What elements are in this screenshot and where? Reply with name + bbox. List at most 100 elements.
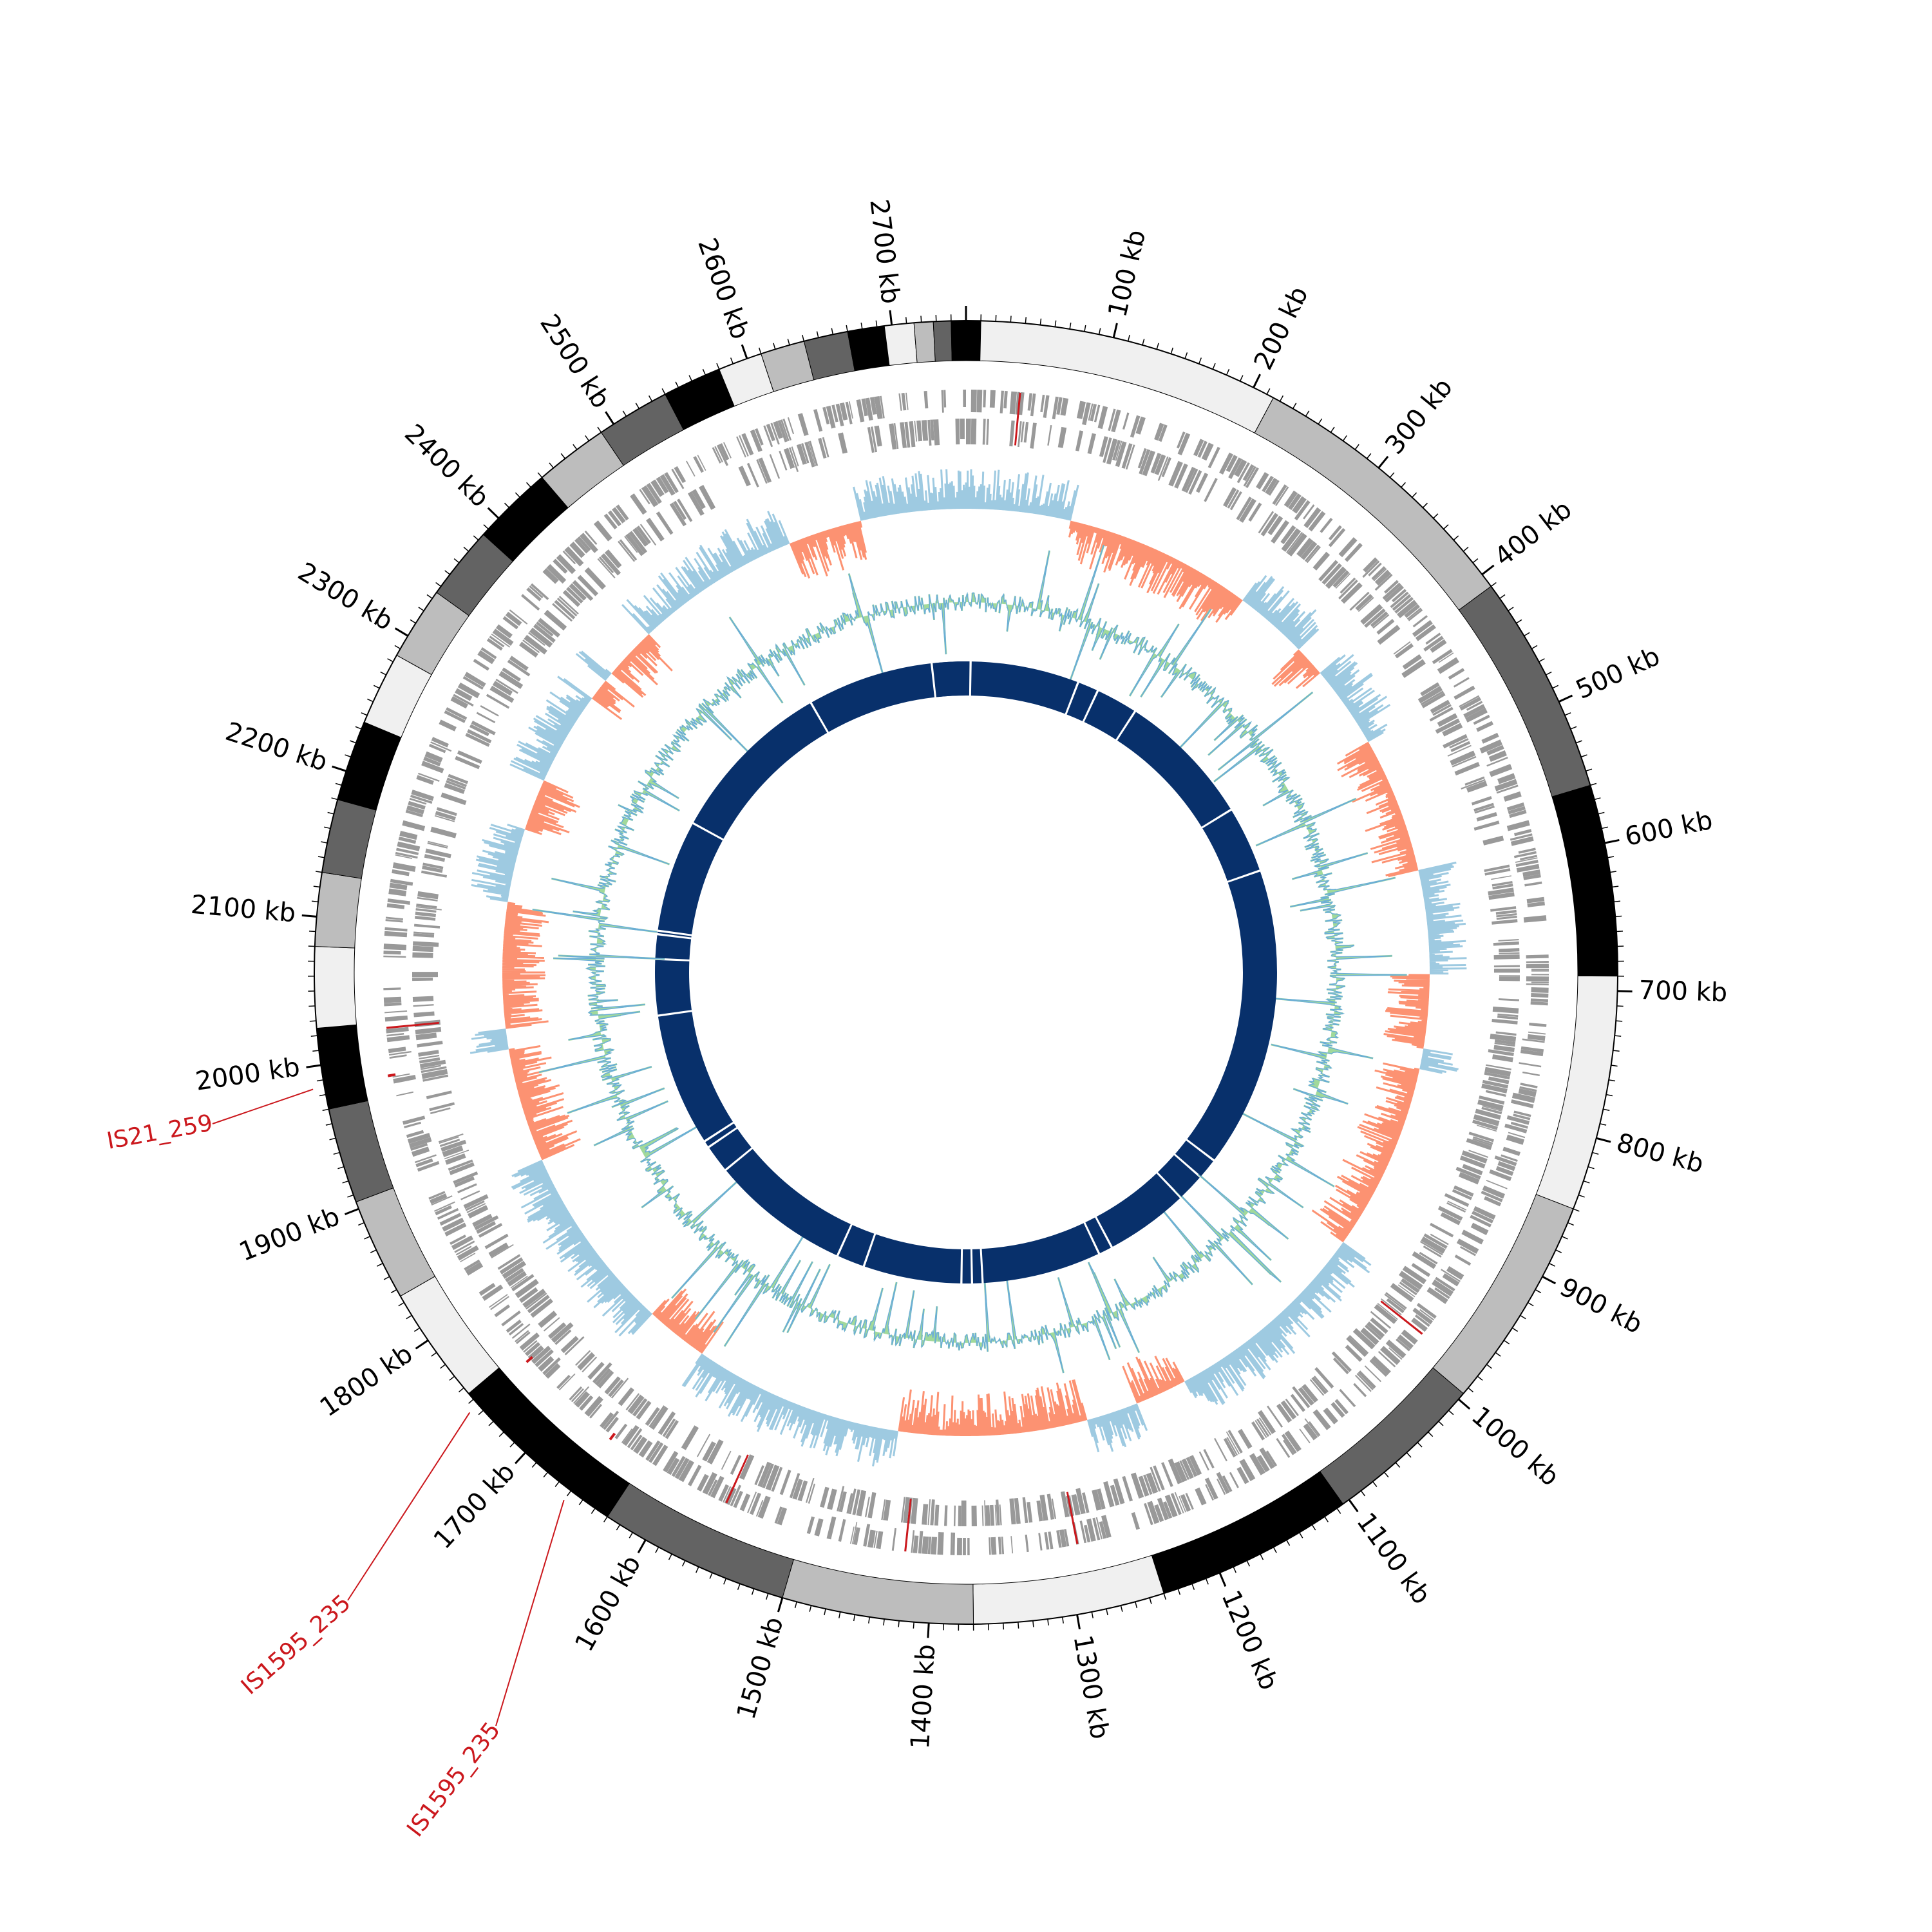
cds-feature (439, 1136, 459, 1144)
cds-feature (1188, 469, 1202, 495)
cds-feature (1520, 1049, 1544, 1057)
cds-feature (1323, 1407, 1338, 1425)
cds-feature (1417, 686, 1443, 704)
cds-feature (1060, 1491, 1070, 1518)
cds-feature (1531, 992, 1549, 998)
cds-feature (1354, 1374, 1372, 1392)
cds-feature (632, 527, 649, 547)
cds-feature (638, 1440, 653, 1458)
minor-tick (313, 886, 320, 888)
cds-feature (446, 780, 466, 790)
tick-label: 600 kb (1622, 806, 1715, 852)
cds-feature (629, 531, 648, 554)
cds-feature (718, 1484, 730, 1502)
cds-feature (444, 710, 466, 723)
contig-block (328, 1100, 394, 1203)
cds-feature (1285, 531, 1303, 554)
minor-tick (380, 671, 386, 676)
cds-feature (1493, 968, 1520, 973)
minor-tick (1616, 1005, 1624, 1007)
cds-feature (1082, 402, 1091, 426)
minor-tick (335, 782, 342, 786)
cds-feature (434, 815, 455, 822)
cds-feature (1014, 1498, 1021, 1524)
cds-feature (1459, 695, 1480, 708)
cds-feature (1412, 1251, 1437, 1269)
cds-feature (1079, 1520, 1087, 1544)
tick-label: 2600 kb (692, 234, 755, 343)
cds-feature (431, 737, 449, 748)
cds-feature (1299, 1428, 1311, 1444)
cds-feature (1484, 1196, 1502, 1207)
cds-feature (1430, 1233, 1449, 1245)
cds-feature (826, 1516, 837, 1540)
cds-feature (589, 1403, 602, 1419)
minor-tick (681, 1560, 686, 1567)
minor-tick (488, 1421, 494, 1426)
cds-feature (909, 421, 916, 448)
cds-feature (445, 1153, 466, 1165)
cds-feature (524, 634, 547, 655)
major-tick (1378, 455, 1389, 469)
cds-feature (1430, 1222, 1454, 1238)
cds-feature (523, 1340, 538, 1353)
cds-feature (383, 987, 401, 990)
cds-feature (1489, 764, 1513, 777)
cds-feature (1113, 1478, 1125, 1504)
cds-feature (474, 1215, 499, 1231)
cds-feature (1303, 507, 1321, 529)
cds-feature (428, 743, 446, 753)
cds-feature (1265, 477, 1278, 495)
cds-feature (436, 807, 457, 817)
cds-feature (554, 1329, 572, 1345)
cds-feature (409, 797, 427, 805)
cds-feature (444, 1222, 467, 1236)
cds-feature (971, 419, 977, 445)
minor-tick (1516, 619, 1522, 624)
cds-feature (423, 756, 441, 767)
rna-feature (1066, 1492, 1079, 1544)
minor-tick (1084, 325, 1086, 332)
cds-feature (1401, 1329, 1418, 1345)
cds-feature (430, 741, 452, 752)
minor-tick (333, 1151, 340, 1155)
cds-feature (788, 447, 799, 473)
is-marker (526, 1356, 533, 1363)
cds-feature (439, 1139, 460, 1148)
cds-feature (1496, 784, 1519, 794)
cds-feature (777, 420, 788, 442)
minor-tick (1586, 768, 1593, 772)
minor-tick (324, 826, 331, 829)
cds-feature (1122, 1475, 1133, 1502)
cds-feature (1392, 594, 1412, 611)
cds-feature (1450, 750, 1476, 766)
cds-feature (1084, 1524, 1091, 1543)
cds-feature (510, 1275, 528, 1289)
cds-feature (389, 882, 408, 891)
cds-feature (594, 1368, 611, 1386)
minor-tick (1366, 453, 1372, 459)
cds-feature (1384, 585, 1404, 603)
cds-feature (757, 1461, 772, 1488)
minor-tick (1535, 1289, 1542, 1294)
minor-tick (816, 331, 819, 338)
cds-feature (930, 1499, 935, 1526)
cds-feature (1399, 1282, 1417, 1296)
minor-tick (702, 368, 706, 375)
cds-feature (448, 1159, 473, 1171)
cds-feature (1360, 603, 1383, 625)
cds-feature (1280, 525, 1296, 545)
cds-feature (967, 1537, 970, 1555)
cds-feature (1039, 1494, 1048, 1521)
cds-feature (1499, 976, 1520, 981)
minor-tick (635, 402, 639, 409)
major-tick (1218, 1572, 1227, 1587)
cds-feature (1391, 589, 1407, 603)
tick-label: 1800 kb (315, 1339, 419, 1423)
cds-feature (515, 1330, 529, 1343)
cds-feature (627, 1428, 643, 1448)
cds-feature (1344, 542, 1363, 562)
cds-feature (495, 678, 518, 694)
cds-feature (442, 1217, 464, 1232)
cds-feature (386, 1035, 410, 1043)
